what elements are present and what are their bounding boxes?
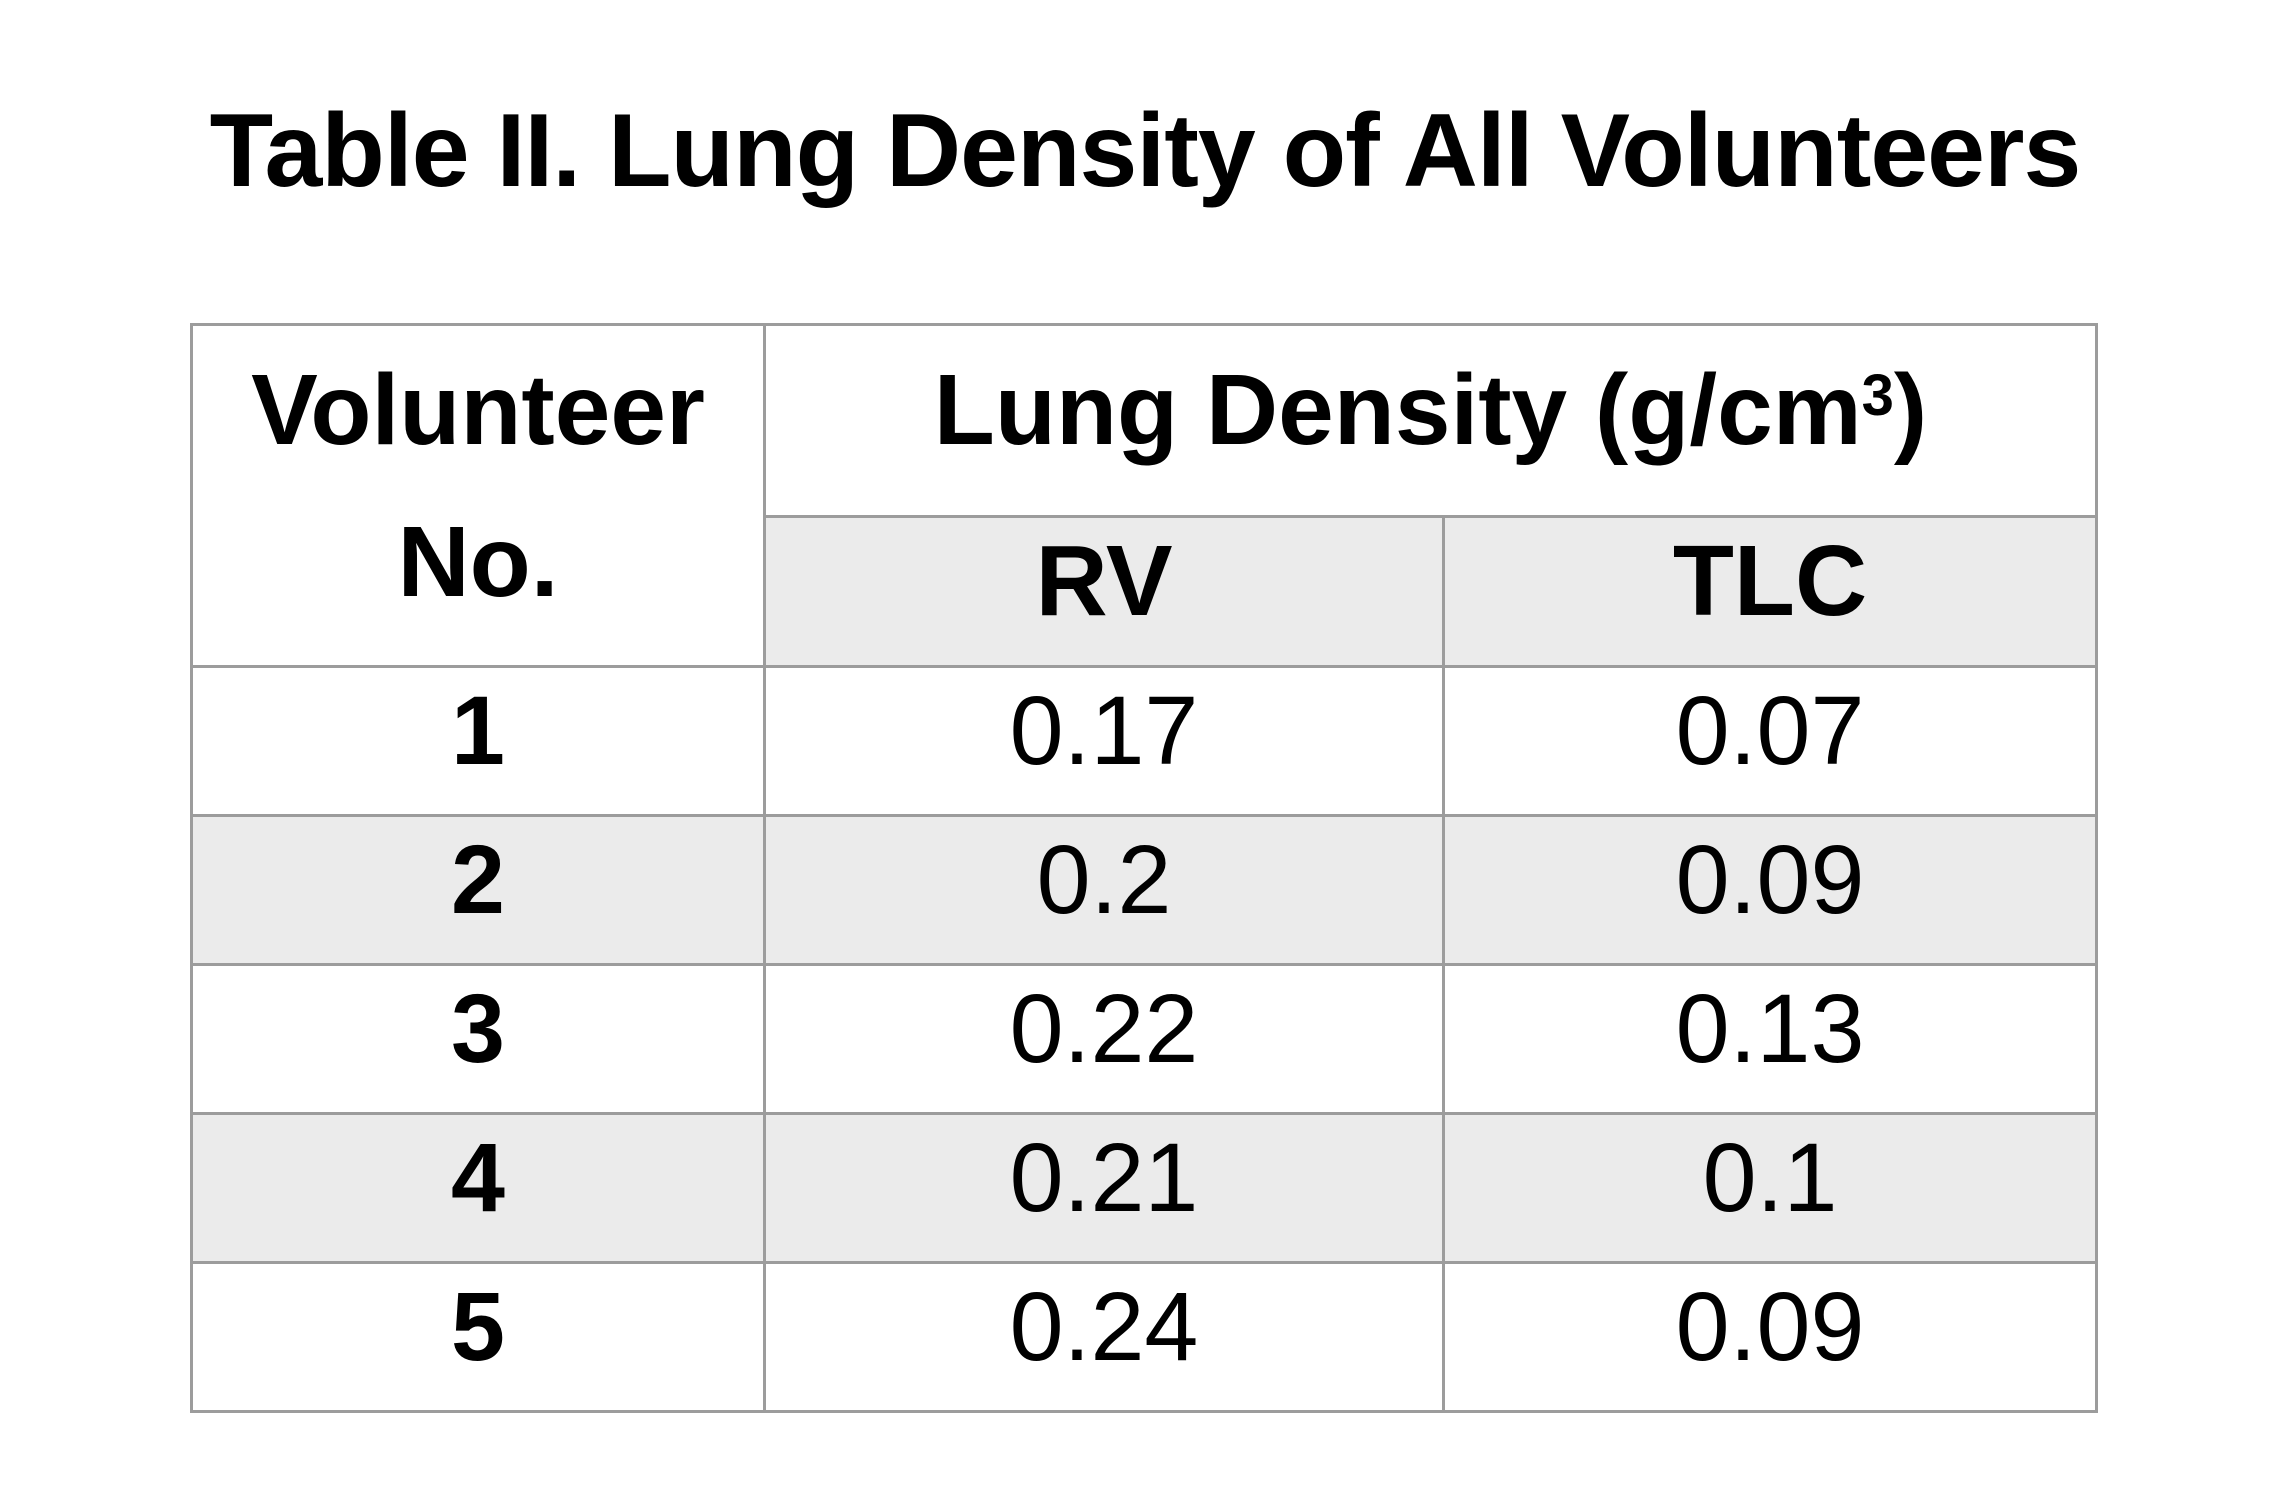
table-row: 1 0.17 0.07: [190, 665, 2099, 817]
header-cell-volunteer-no: Volunteer No.: [190, 323, 766, 668]
lung-density-table: Volunteer No. Lung Density (g/cm3) RV TL…: [190, 323, 2099, 1413]
table-row: 4 0.21 0.1: [190, 1112, 2099, 1264]
table-row: 2 0.2 0.09: [190, 814, 2099, 966]
lung-density-label: Lung Density (g/cm: [933, 354, 1862, 466]
header-cell-lung-density: Lung Density (g/cm3): [762, 323, 2099, 518]
cell-tlc: 0.09: [1441, 1261, 2099, 1413]
cell-rv: 0.21: [763, 1112, 1445, 1264]
cell-volunteer: 3: [190, 963, 766, 1115]
header-row-main: Volunteer No. Lung Density (g/cm3): [190, 323, 2099, 668]
header-cell-rv: RV: [763, 515, 1445, 668]
header-row-sub: RV TLC: [192, 515, 2099, 668]
cell-volunteer: 5: [190, 1261, 766, 1413]
cell-rv: 0.22: [763, 963, 1445, 1115]
cell-tlc: 0.13: [1441, 963, 2099, 1115]
table-row: 5 0.24 0.09: [190, 1261, 2099, 1413]
cell-rv: 0.24: [763, 1261, 1445, 1413]
cell-volunteer: 2: [190, 814, 766, 966]
cell-volunteer: 4: [190, 1112, 766, 1264]
cell-rv: 0.17: [763, 665, 1445, 817]
cell-tlc: 0.1: [1441, 1112, 2099, 1264]
cell-volunteer: 1: [190, 665, 766, 817]
table-title: Table II. Lung Density of All Volunteers: [209, 93, 2082, 209]
lung-density-label-close: ): [1893, 354, 1928, 466]
table-row: 3 0.22 0.13: [190, 963, 2099, 1115]
cell-tlc: 0.07: [1441, 665, 2099, 817]
cell-tlc: 0.09: [1441, 814, 2099, 966]
lung-density-superscript: 3: [1861, 363, 1894, 428]
header-cell-tlc: TLC: [1441, 515, 2099, 668]
cell-rv: 0.2: [763, 814, 1445, 966]
